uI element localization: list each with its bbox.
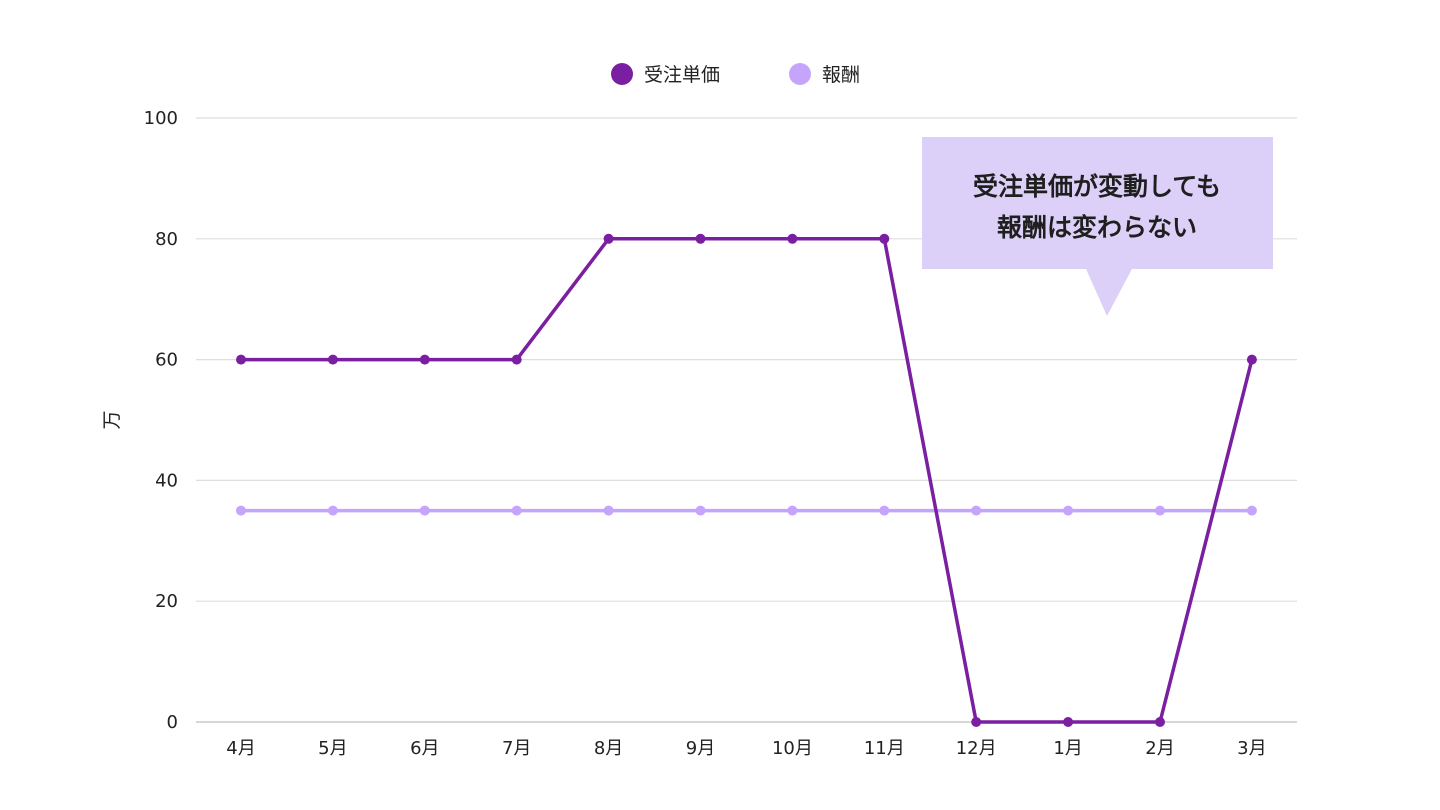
data-point bbox=[603, 233, 614, 244]
x-tick-label: 10月 bbox=[772, 738, 813, 759]
data-point bbox=[236, 354, 246, 365]
data-point bbox=[1063, 717, 1074, 727]
y-tick-label: 0 bbox=[167, 712, 178, 733]
data-point bbox=[1246, 505, 1257, 516]
legend: 受注単価 報酬 bbox=[611, 63, 860, 86]
data-point bbox=[695, 505, 706, 516]
data-point bbox=[1155, 717, 1165, 727]
y-tick-label: 60 bbox=[155, 350, 178, 371]
data-point bbox=[511, 354, 522, 365]
data-point bbox=[511, 505, 522, 516]
data-point bbox=[695, 233, 706, 244]
data-point bbox=[1063, 505, 1074, 516]
data-point bbox=[1246, 354, 1257, 365]
data-point bbox=[419, 505, 430, 516]
data-point bbox=[879, 505, 890, 516]
x-tick-label: 7月 bbox=[502, 738, 531, 759]
y-tick-label: 40 bbox=[155, 470, 178, 491]
data-point bbox=[879, 233, 890, 244]
x-tick-label: 3月 bbox=[1237, 738, 1266, 759]
data-point bbox=[236, 505, 246, 516]
x-axis-ticks: 4月 5月 6月 7月 8月 9月 10月 11月 12月 1月 2月 3月 bbox=[226, 738, 1266, 759]
annotation-callout: 受注単価が変動しても 報酬は変わらない bbox=[922, 137, 1273, 316]
data-point bbox=[787, 505, 798, 516]
legend-label: 報酬 bbox=[822, 64, 860, 86]
callout-line-2: 報酬は変わらない bbox=[997, 213, 1197, 242]
data-point bbox=[787, 233, 798, 244]
data-point bbox=[1155, 505, 1165, 516]
x-tick-label: 11月 bbox=[864, 738, 905, 759]
legend-label: 受注単価 bbox=[644, 64, 720, 86]
data-point bbox=[419, 354, 430, 365]
legend-marker bbox=[611, 63, 633, 85]
data-point bbox=[971, 717, 982, 727]
y-tick-label: 80 bbox=[155, 229, 178, 250]
x-tick-label: 6月 bbox=[410, 738, 439, 759]
x-tick-label: 8月 bbox=[594, 738, 623, 759]
x-tick-label: 2月 bbox=[1145, 738, 1174, 759]
y-tick-label: 100 bbox=[144, 108, 178, 129]
y-tick-label: 20 bbox=[155, 591, 178, 612]
x-tick-label: 12月 bbox=[956, 738, 997, 759]
series-line bbox=[239, 237, 1254, 724]
series-layer bbox=[236, 233, 1257, 727]
x-tick-label: 9月 bbox=[686, 738, 715, 759]
x-tick-label: 1月 bbox=[1053, 738, 1082, 759]
y-axis-ticks: 0 20 40 60 80 100 bbox=[144, 108, 178, 733]
data-point bbox=[327, 354, 338, 365]
data-point bbox=[327, 505, 338, 516]
data-point bbox=[603, 505, 614, 516]
x-tick-label: 4月 bbox=[226, 738, 255, 759]
x-tick-label: 5月 bbox=[318, 738, 347, 759]
callout-pointer bbox=[1086, 269, 1132, 316]
callout-box bbox=[922, 137, 1273, 269]
y-axis-label: 万 bbox=[101, 410, 123, 429]
legend-marker bbox=[789, 63, 811, 85]
data-point bbox=[971, 505, 982, 516]
callout-line-1: 受注単価が変動しても bbox=[973, 172, 1221, 201]
